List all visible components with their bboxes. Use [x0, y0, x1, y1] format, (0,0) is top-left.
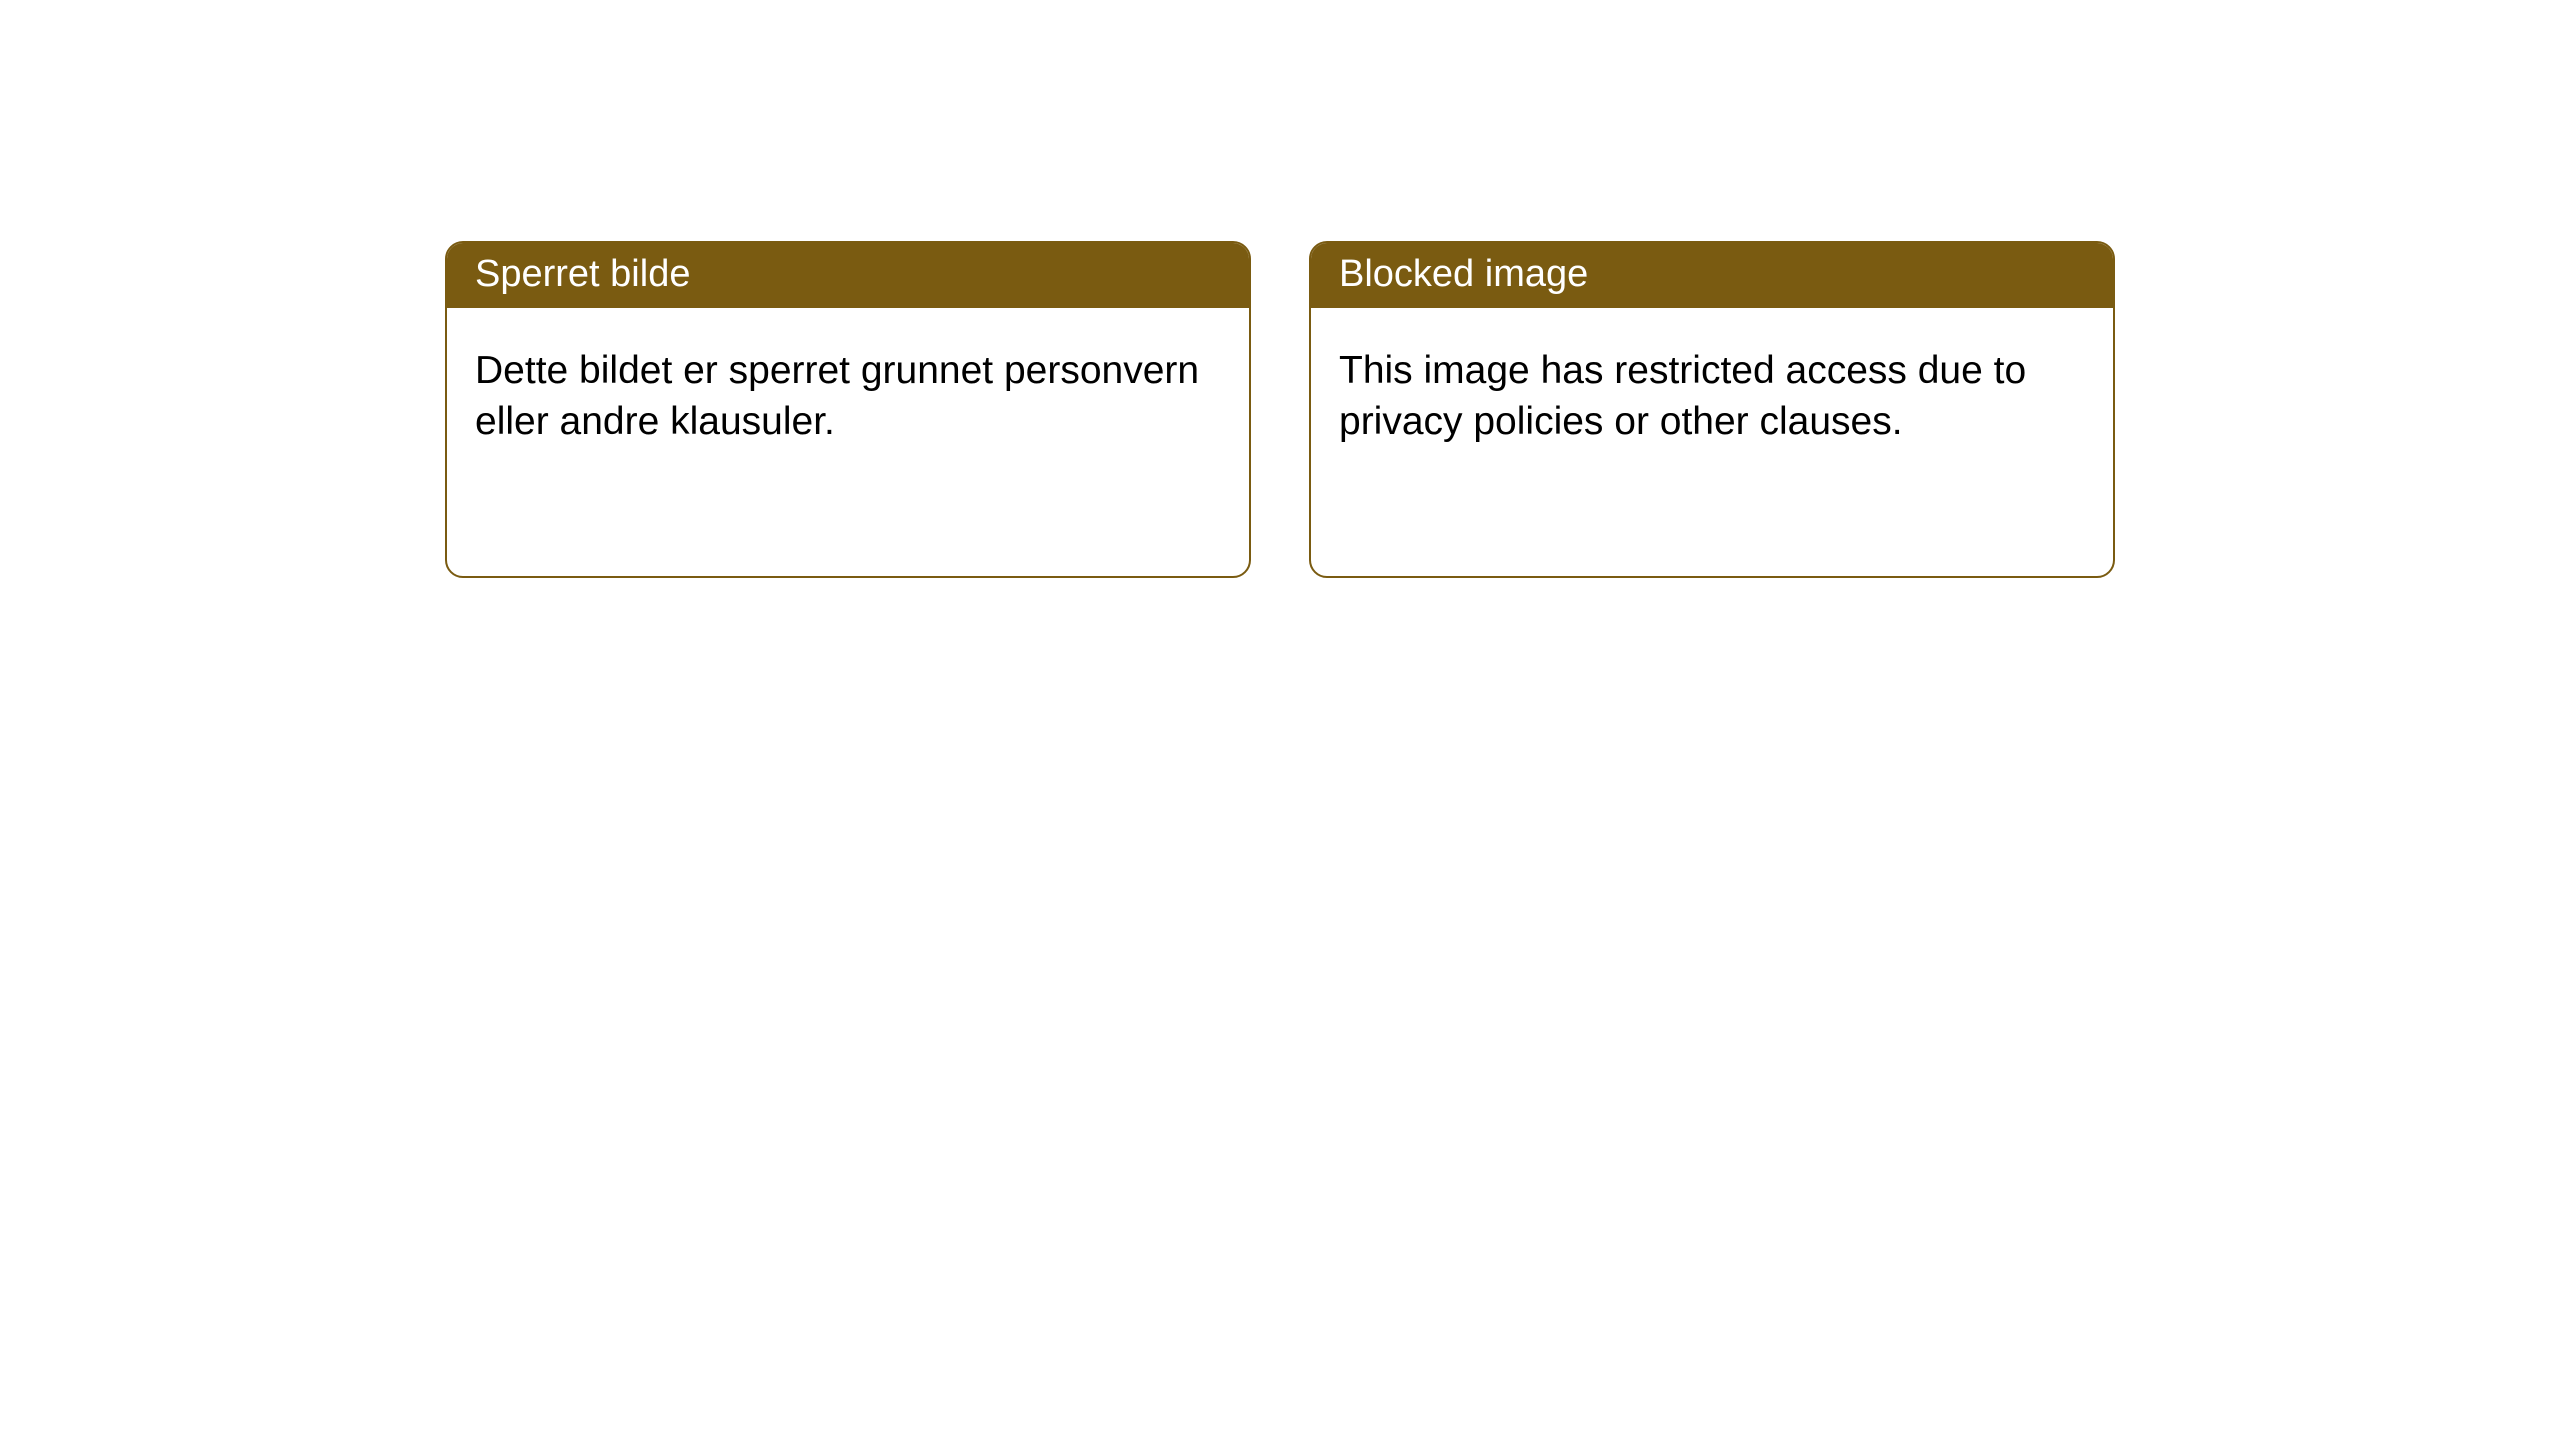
card-header-no: Sperret bilde [447, 243, 1249, 308]
blocked-image-card-en: Blocked image This image has restricted … [1309, 241, 2115, 578]
card-header-en: Blocked image [1311, 243, 2113, 308]
blocked-image-cards: Sperret bilde Dette bildet er sperret gr… [445, 241, 2115, 578]
card-body-en: This image has restricted access due to … [1311, 308, 2113, 476]
card-body-no: Dette bildet er sperret grunnet personve… [447, 308, 1249, 476]
blocked-image-card-no: Sperret bilde Dette bildet er sperret gr… [445, 241, 1251, 578]
